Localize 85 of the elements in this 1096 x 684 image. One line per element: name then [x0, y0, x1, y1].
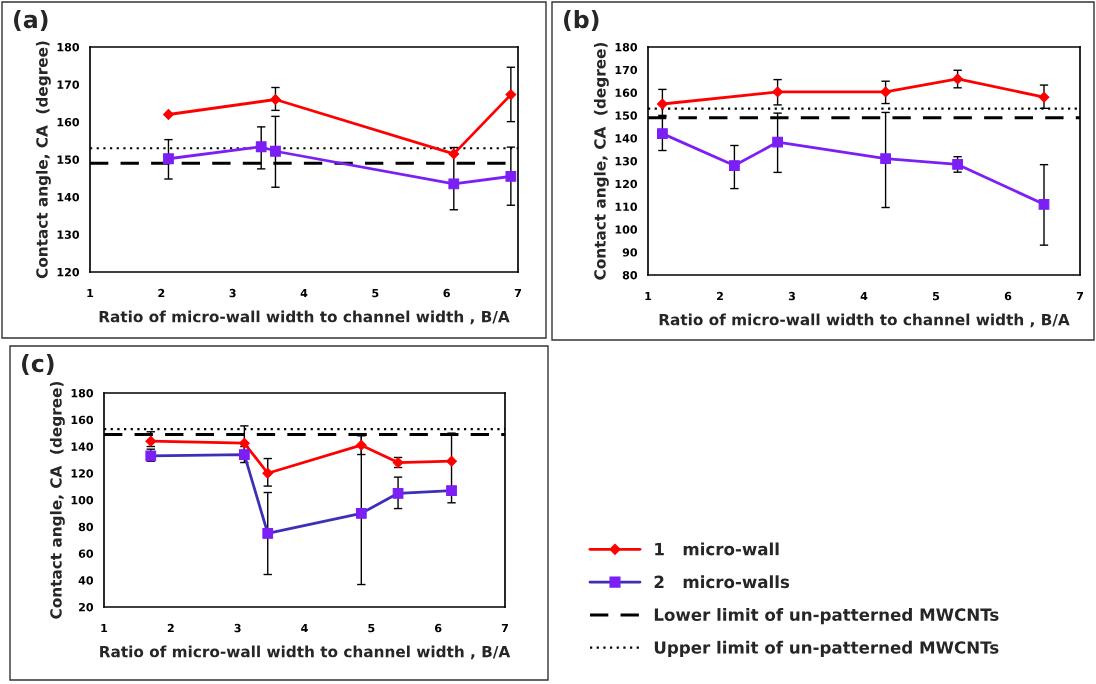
y-tick-label: 140: [71, 442, 94, 451]
y-axis-title: Contact angle, CA (degree): [35, 41, 51, 279]
y-tick-label: 120: [615, 179, 638, 189]
x-axis-title: Ratio of micro-wall width to channel width , B/A: [99, 310, 510, 325]
y-tick-label: 140: [615, 134, 638, 143]
x-axis-title: Ratio of micro-wall width to channel width , B/A: [100, 645, 511, 660]
point: [505, 89, 517, 101]
point: [163, 109, 174, 120]
chart-title: (c): [22, 354, 54, 376]
x-tick-label: 3: [229, 288, 236, 298]
y-tick-label: 90: [622, 248, 638, 257]
y-tick-label: 80: [622, 270, 638, 280]
legend-label: 1 micro-wall: [655, 542, 779, 556]
y-tick-label: 170: [57, 80, 80, 89]
point: [656, 98, 668, 110]
x-tick-label: 2: [158, 288, 165, 298]
x-tick-label: 7: [501, 624, 508, 633]
point: [255, 141, 267, 153]
y-tick-label: 180: [71, 388, 94, 398]
x-tick-label: 4: [860, 292, 868, 301]
y-tick-label: 120: [57, 267, 80, 277]
y-tick-label: 160: [615, 88, 638, 97]
x-tick-label: 6: [443, 288, 450, 298]
chart-title: (a): [14, 10, 48, 32]
y-tick-label: 180: [615, 42, 638, 52]
legend-label: Lower limit of un-patterned MWCNTs: [654, 608, 999, 625]
x-tick-label: 3: [234, 623, 241, 633]
x-tick-label: 6: [1004, 291, 1012, 301]
point: [145, 435, 157, 447]
point: [355, 439, 367, 451]
point: [446, 455, 457, 467]
x-tick-label: 5: [368, 624, 375, 633]
y-tick-label: 40: [78, 576, 94, 585]
point: [448, 148, 460, 160]
x-tick-label: 2: [167, 623, 174, 633]
y-tick-label: 110: [615, 202, 638, 211]
y-tick-label: 150: [615, 111, 638, 120]
point: [952, 159, 963, 170]
point: [952, 73, 964, 85]
point: [657, 128, 668, 140]
legend-label: 2 micro-walls: [654, 575, 790, 589]
y-tick-label: 150: [57, 155, 80, 164]
y-tick-label: 60: [78, 549, 94, 558]
point: [163, 153, 174, 165]
point: [880, 153, 891, 165]
x-tick-label: 2: [717, 291, 723, 301]
x-tick-label: 1: [101, 624, 108, 633]
y-tick-label: 140: [57, 192, 80, 202]
x-tick-label: 3: [788, 291, 795, 301]
point: [262, 467, 274, 479]
y-tick-label: 20: [79, 602, 94, 612]
x-tick-label: 4: [300, 289, 308, 298]
y-tick-label: 80: [78, 522, 94, 532]
point: [270, 94, 281, 105]
y-tick-label: 180: [57, 42, 80, 52]
y-tick-label: 100: [71, 495, 94, 505]
x-tick-label: 6: [434, 623, 442, 633]
x-tick-label: 7: [1076, 292, 1083, 301]
y-tick-label: 130: [615, 156, 638, 166]
point: [505, 170, 517, 182]
point: [1038, 198, 1050, 210]
point: [880, 86, 892, 98]
legend-label: Upper limit of un-patterned MWCNTs: [654, 640, 999, 657]
y-tick-label: 120: [71, 469, 94, 478]
y-axis-title: Contact angle, CA (degree): [49, 381, 65, 619]
x-axis-title: Ratio of micro-wall width to channel width , B/A: [659, 313, 1070, 328]
y-tick-label: 170: [615, 65, 638, 75]
y-axis-title: Contact angle, CA (degree): [593, 42, 609, 280]
point: [1038, 91, 1050, 103]
point: [238, 437, 250, 449]
x-tick-label: 5: [932, 292, 940, 301]
x-tick-label: 1: [87, 289, 94, 298]
y-tick-label: 160: [71, 415, 94, 425]
chart-title: (b): [564, 10, 599, 32]
y-tick-label: 160: [57, 117, 80, 127]
point: [729, 160, 740, 171]
point: [772, 136, 783, 148]
point: [270, 145, 281, 157]
x-tick-label: 4: [301, 624, 308, 633]
x-tick-label: 1: [645, 292, 652, 301]
y-tick-label: 130: [57, 230, 80, 239]
x-tick-label: 7: [514, 289, 521, 298]
x-tick-label: 5: [372, 289, 379, 298]
point: [448, 178, 460, 190]
y-tick-label: 100: [615, 225, 638, 234]
